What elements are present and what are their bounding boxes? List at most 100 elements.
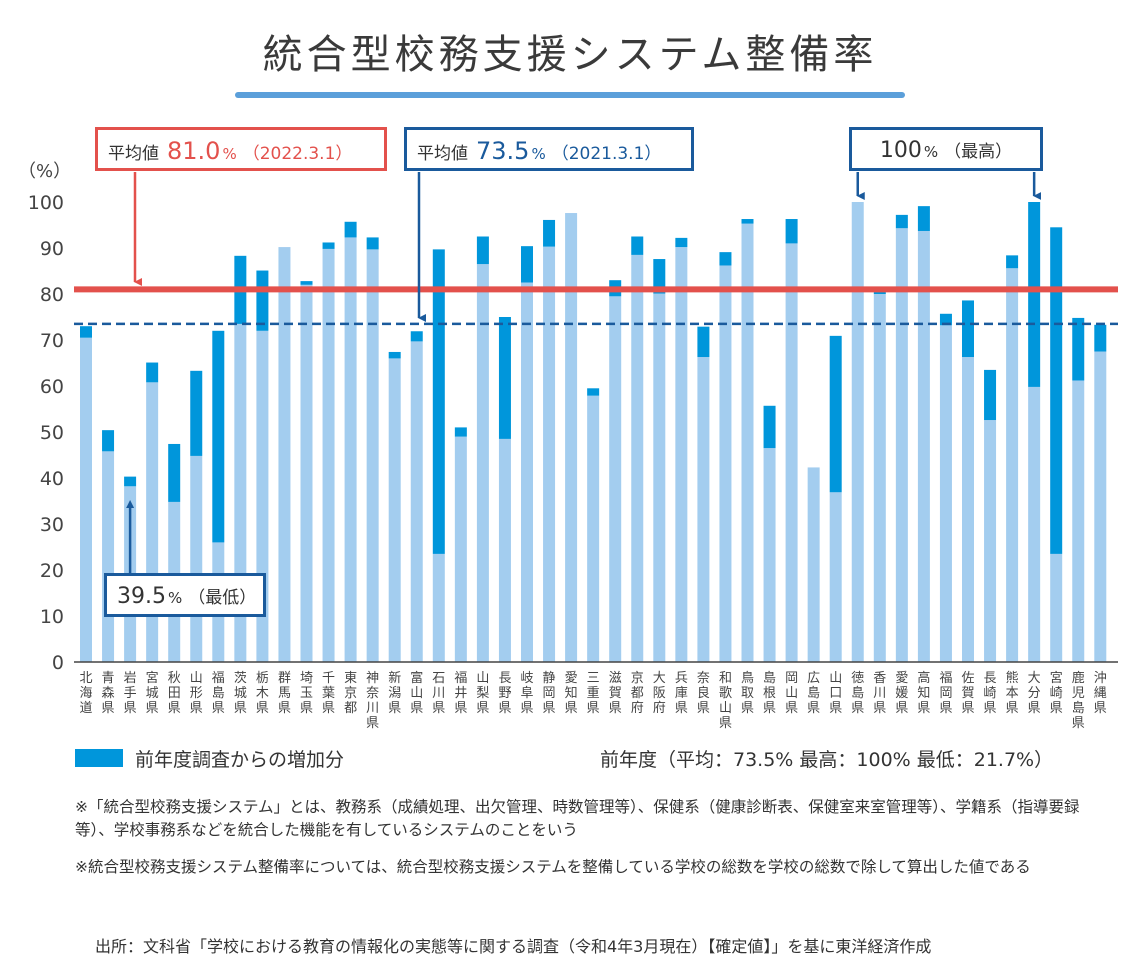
x-tick-label: 徳島県 [851, 671, 864, 716]
x-tick-label: 愛媛県 [895, 671, 908, 716]
prev-year-stats: 前年度（平均：73.5% 最高：100% 最低：21.7%） [600, 749, 1054, 771]
y-tick-label: 30 [40, 514, 64, 536]
max-note: （最高） [944, 142, 1013, 162]
bar-increase [366, 237, 379, 250]
bar-increase [498, 317, 511, 439]
bar-base [873, 294, 886, 662]
x-tick-label: 富山県 [410, 670, 423, 716]
bar-base [763, 448, 776, 662]
x-tick-label: 福岡県 [939, 671, 952, 716]
x-tick-label: 静岡県 [543, 671, 556, 716]
x-tick-label: 大分県 [1028, 671, 1041, 716]
bar-base [675, 247, 688, 662]
bar-base [1094, 351, 1107, 662]
x-tick-label: 高知県 [917, 670, 930, 716]
x-tick-label: 大阪府 [653, 671, 666, 716]
bar-increase [895, 214, 908, 229]
max-value: 100 [879, 138, 922, 163]
chart-title: 統合型校務支援システム整備率 [262, 32, 878, 78]
x-tick-label: 宮崎県 [1050, 670, 1063, 716]
x-tick-label: 山梨県 [476, 671, 489, 716]
bar-base [366, 249, 379, 662]
bar-increase [1094, 324, 1107, 352]
x-tick-label: 群馬県 [278, 671, 291, 716]
x-tick-label: 神奈川県 [366, 671, 379, 730]
y-tick-label: 100 [28, 192, 64, 214]
x-tick-label: 新潟県 [388, 670, 401, 716]
min-arrow-head [126, 500, 135, 508]
bar-base [741, 223, 754, 662]
min-note: （最低） [188, 588, 257, 608]
x-tick-label: 栃木県 [256, 671, 269, 716]
avg-2022-date: （2022.3.1） [242, 144, 353, 164]
bar-increase [102, 430, 115, 452]
x-tick-label: 鳥取県 [741, 671, 754, 716]
avg-2022-unit: % [222, 145, 237, 163]
x-tick-label: 和歌山県 [719, 671, 732, 730]
bar-increase [1072, 317, 1085, 381]
bar-base [851, 202, 864, 662]
avg-2021-date: （2021.3.1） [551, 144, 662, 164]
legend-swatch-increase [75, 749, 123, 767]
x-tick-label: 滋賀県 [609, 671, 622, 716]
bar-base [344, 237, 357, 663]
bar-base [476, 264, 489, 662]
x-tick-label: 千葉県 [322, 671, 335, 716]
bar-increase [719, 252, 732, 266]
bar-increase [962, 300, 974, 358]
bar-increase [432, 249, 445, 554]
avg-2021-callout: 平均値 73.5 % （2021.3.1） [404, 127, 694, 171]
bar-increase [454, 427, 467, 437]
y-tick-label: 10 [40, 606, 64, 628]
bar-base [146, 382, 159, 662]
bar-base [631, 254, 644, 662]
x-tick-label: 京都府 [631, 671, 644, 716]
bar-base [1050, 553, 1063, 662]
source-note: 出所：文科省「学校における教育の情報化の実態等に関する調査（令和4年3月現在）【… [95, 937, 932, 956]
x-tick-label: 北海道 [79, 671, 92, 716]
x-tick-label: 秋田県 [168, 671, 181, 716]
bar-increase [146, 362, 159, 383]
bar-increase [675, 237, 688, 248]
x-tick-label: 香川県 [873, 671, 886, 716]
bar-base [190, 455, 203, 662]
bar-increase [984, 369, 997, 421]
bar-increase [697, 326, 710, 358]
bar-base [1072, 380, 1085, 662]
bar-increase [322, 242, 335, 249]
max-unit: % [923, 143, 939, 161]
y-tick-label: 40 [40, 468, 64, 490]
max-callout: 100 % （最高） [849, 127, 1043, 171]
y-tick-label: 20 [40, 560, 64, 582]
bar-increase [1006, 255, 1019, 269]
x-tick-label: 三重県 [587, 671, 600, 716]
bar-increase [212, 330, 225, 543]
bar-increase [829, 335, 842, 493]
bar-increase [741, 219, 754, 224]
x-tick-label: 奈良県 [697, 671, 710, 716]
bar-increase [410, 331, 423, 342]
y-tick-label: 50 [40, 422, 64, 444]
bar-base [454, 436, 467, 662]
bar-increase [300, 281, 313, 285]
x-tick-label: 島根県 [763, 671, 776, 716]
bar-increase [190, 370, 203, 456]
bar-increase [917, 206, 930, 231]
title-underline [235, 92, 905, 98]
x-tick-label: 広島県 [807, 671, 820, 716]
bar-base [785, 243, 798, 662]
bar-base [829, 492, 842, 662]
y-tick-label: 90 [40, 238, 64, 260]
min-unit: % [167, 589, 183, 607]
bar-base [1006, 268, 1019, 662]
y-axis-label: （%） [18, 161, 71, 182]
bar-increase [939, 313, 952, 326]
x-tick-label: 佐賀県 [961, 671, 974, 716]
x-tick-label: 長崎県 [984, 671, 997, 716]
bar-base [939, 325, 952, 662]
avg-2021-unit: % [531, 145, 546, 163]
bar-increase [124, 476, 137, 487]
avg-2022-value: 81.0 [167, 137, 221, 165]
avg-2022-callout: 平均値 81.0 % （2022.3.1） [95, 127, 387, 171]
bar-base [521, 282, 533, 662]
